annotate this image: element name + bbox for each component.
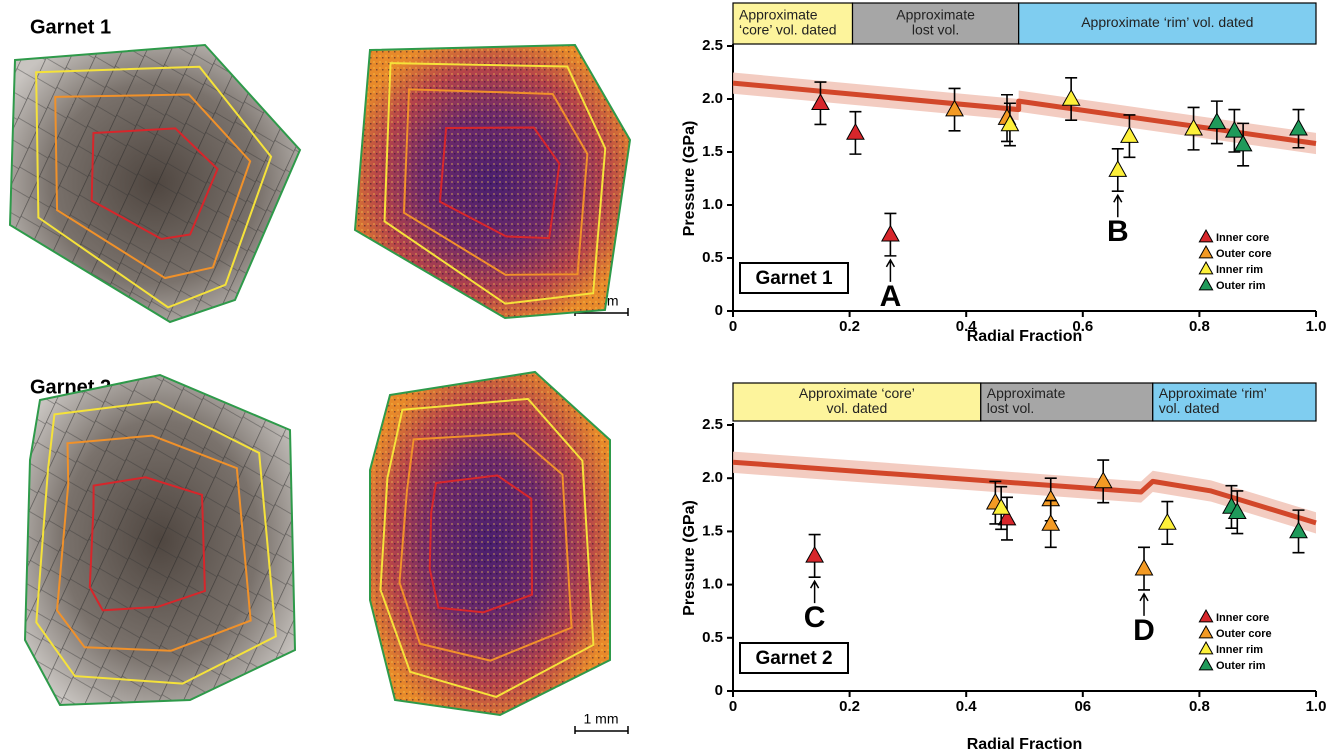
region-label: Approximate <box>739 7 818 23</box>
region-label: vol. dated <box>1159 400 1220 416</box>
data-point <box>1290 120 1307 135</box>
x-tick-label: 0.4 <box>956 698 978 715</box>
y-tick-label: 1.0 <box>702 196 723 213</box>
y-tick-label: 2.0 <box>702 469 723 486</box>
x-axis-label: Radial Fraction <box>967 736 1083 753</box>
y-tick-label: 2.0 <box>702 90 723 107</box>
annotation-arrow <box>1114 195 1122 217</box>
micrograph-texture <box>370 372 610 715</box>
legend-label: Outer rim <box>1216 660 1266 672</box>
legend-label: Inner core <box>1216 612 1269 624</box>
region-label: vol. dated <box>827 400 888 416</box>
inset-label: Garnet 1 <box>755 268 833 289</box>
legend-marker <box>1199 278 1212 290</box>
x-tick-label: 0.2 <box>839 318 860 335</box>
region-label: Approximate ‘rim’ <box>1159 385 1267 401</box>
x-tick-label: 1.0 <box>1306 318 1327 335</box>
annotation-arrow <box>1140 594 1148 616</box>
y-tick-label: 0.5 <box>702 249 723 266</box>
data-point <box>1159 514 1176 529</box>
y-tick-label: 1.0 <box>702 576 723 593</box>
scale-bar <box>575 726 628 734</box>
x-tick-label: 0 <box>729 698 737 715</box>
legend-label: Outer rim <box>1216 280 1266 292</box>
data-point <box>1042 515 1059 530</box>
region-label: ‘core’ vol. dated <box>739 22 837 38</box>
y-tick-label: 2.5 <box>702 37 723 54</box>
legend-marker <box>1199 642 1212 654</box>
image-label: Garnet 1 <box>30 16 111 38</box>
y-tick-label: 0 <box>715 302 723 319</box>
region-label: Approximate ‘core’ <box>799 385 915 401</box>
annotation: D <box>1133 614 1155 647</box>
x-tick-label: 1.0 <box>1306 698 1327 715</box>
micrograph-texture <box>355 45 630 318</box>
region-label: Approximate <box>896 7 975 23</box>
annotation-arrow <box>811 581 819 603</box>
y-axis-label: Pressure (GPa) <box>681 121 698 237</box>
legend-label: Outer core <box>1216 628 1272 640</box>
data-point <box>1135 560 1152 575</box>
data-point <box>1109 161 1126 176</box>
legend-label: Outer core <box>1216 248 1272 260</box>
y-tick-label: 1.5 <box>702 522 723 539</box>
annotation: A <box>880 280 902 313</box>
region-label: Approximate ‘rim’ vol. dated <box>1081 14 1253 30</box>
y-tick-label: 2.5 <box>702 416 723 433</box>
legend-label: Inner core <box>1216 232 1269 244</box>
x-axis-label: Radial Fraction <box>967 328 1083 345</box>
inset-label: Garnet 2 <box>755 648 832 669</box>
y-tick-label: 0.5 <box>702 629 723 646</box>
legend-marker <box>1199 262 1212 274</box>
x-tick-label: 0.2 <box>839 698 860 715</box>
model-band <box>733 452 1316 534</box>
x-tick-label: 0 <box>729 318 737 335</box>
region-label: lost vol. <box>987 400 1034 416</box>
data-point <box>847 124 864 139</box>
data-point <box>882 226 899 241</box>
x-tick-label: 0.8 <box>1189 698 1210 715</box>
micrograph-texture <box>25 375 295 705</box>
micrograph-texture <box>10 45 300 322</box>
x-tick-label: 0.8 <box>1189 318 1210 335</box>
x-tick-label: 06 <box>1074 698 1091 715</box>
data-point <box>806 547 823 562</box>
y-axis-label: Pressure (GPa) <box>681 500 698 616</box>
y-tick-label: 1.5 <box>702 143 723 160</box>
legend-label: Inner rim <box>1216 264 1263 276</box>
annotation: C <box>804 601 826 634</box>
region-label: lost vol. <box>912 22 959 38</box>
scale-bar-label: 1 mm <box>584 711 619 727</box>
legend-marker <box>1199 246 1212 258</box>
legend-marker <box>1199 230 1212 242</box>
region-label: Approximate <box>987 385 1066 401</box>
figure: Garnet 1 Garnet 2 1 mm 1 mm Approximate‘… <box>0 0 1334 754</box>
y-tick-label: 0 <box>715 682 723 699</box>
legend-marker <box>1199 610 1212 622</box>
legend-marker <box>1199 658 1212 670</box>
legend-label: Inner rim <box>1216 644 1263 656</box>
legend-marker <box>1199 626 1212 638</box>
annotation-arrow <box>886 260 894 282</box>
data-point <box>1121 127 1138 142</box>
annotation: B <box>1107 215 1129 248</box>
